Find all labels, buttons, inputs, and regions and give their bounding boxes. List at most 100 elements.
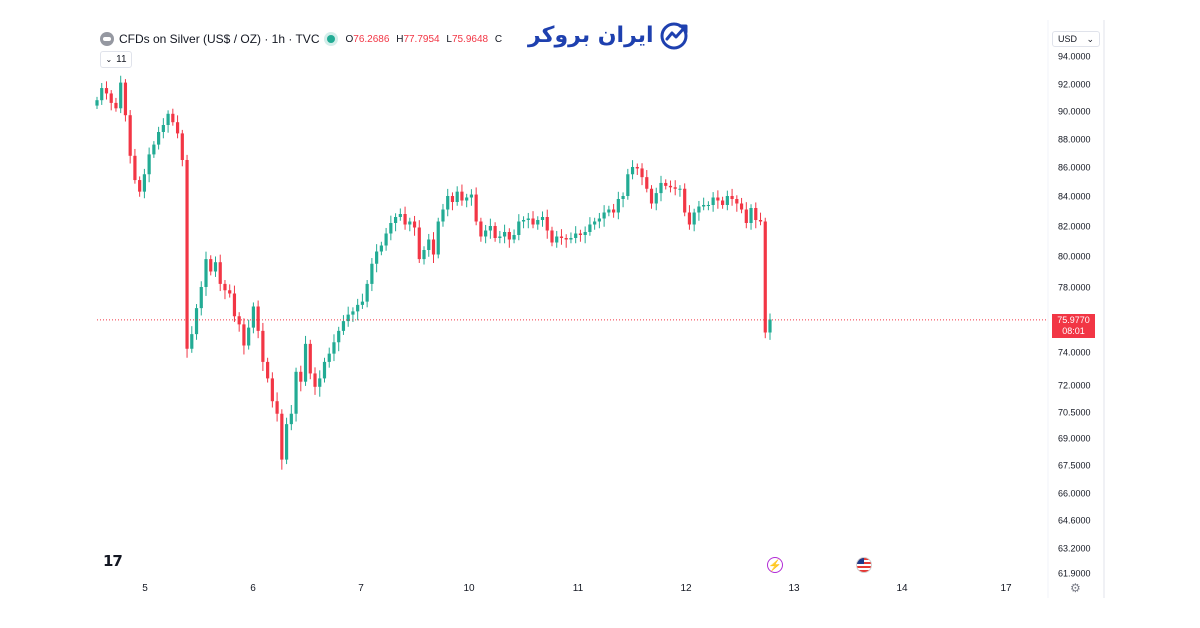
candle-body	[484, 230, 488, 237]
candle-body	[569, 238, 573, 240]
candle-body	[702, 205, 706, 207]
candle-body	[716, 197, 720, 201]
low-value: 75.9648	[451, 33, 489, 45]
market-status-icon[interactable]	[327, 35, 336, 43]
candle-body	[289, 413, 293, 425]
candle-body	[270, 378, 274, 402]
tradingview-logo[interactable]: 17	[103, 552, 123, 570]
candle-body	[318, 378, 322, 387]
candle-body	[441, 209, 445, 222]
candle-body	[721, 200, 725, 205]
candle-body	[621, 196, 625, 199]
candle-body	[294, 371, 298, 414]
candle-body	[242, 324, 246, 346]
candle-body	[114, 102, 118, 109]
candle-body	[725, 196, 729, 205]
candle-body	[697, 206, 701, 213]
candle-body	[465, 197, 469, 201]
candle-body	[763, 221, 767, 333]
x-tick-label: 13	[788, 583, 800, 594]
candle-body	[574, 233, 578, 238]
candle-body	[346, 314, 350, 322]
last-price-value: 75.9770	[1057, 315, 1090, 325]
y-tick-label: 72.0000	[1058, 381, 1091, 391]
candle-body	[668, 185, 673, 188]
candle-body	[303, 343, 308, 382]
x-tick-label: 6	[250, 583, 256, 594]
indicators-toggle-button[interactable]: ⌄ 11	[100, 51, 132, 68]
currency-select[interactable]: USD ⌄	[1052, 31, 1100, 47]
candle-body	[308, 343, 312, 374]
candle-body	[427, 239, 431, 250]
low-key: L	[446, 33, 452, 45]
candle-body	[109, 93, 113, 103]
candle-body	[711, 197, 715, 205]
x-tick-label: 5	[142, 583, 148, 594]
y-tick-label: 78.0000	[1058, 283, 1091, 293]
y-tick-label: 92.0000	[1058, 80, 1091, 90]
symbol-title[interactable]: CFDs on Silver (US$ / OZ) · 1h · TVC	[119, 32, 320, 46]
candle-body	[616, 199, 620, 213]
candle-body	[209, 259, 213, 272]
candle-body	[322, 361, 327, 379]
candle-body	[455, 191, 459, 202]
chevron-down-icon: ⌄	[105, 55, 113, 64]
candle-body	[95, 100, 99, 106]
candle-body	[502, 232, 507, 237]
y-tick-label: 94.0000	[1058, 52, 1091, 62]
candle-body	[337, 330, 341, 343]
candle-body	[758, 220, 763, 222]
candle-body	[664, 182, 668, 186]
economic-event-icon[interactable]: ⚡	[767, 557, 783, 573]
candle-body	[266, 361, 270, 379]
candle-body	[493, 226, 497, 238]
candle-body	[403, 214, 407, 225]
candle-body	[104, 88, 109, 94]
candle-body	[469, 194, 474, 198]
candle-body	[341, 321, 346, 331]
candle-body	[152, 144, 156, 155]
candle-body	[526, 218, 530, 220]
candle-body	[521, 220, 526, 222]
candle-body	[256, 306, 260, 331]
y-tick-label: 67.5000	[1058, 461, 1091, 471]
candle-body	[611, 209, 616, 213]
y-tick-label: 80.0000	[1058, 252, 1091, 262]
candle-body	[237, 316, 241, 325]
candle-body	[498, 236, 502, 238]
candle-body	[332, 342, 336, 354]
us-flag-icon[interactable]	[856, 557, 872, 573]
candle-body	[754, 208, 758, 220]
high-key: H	[396, 33, 404, 45]
candle-body	[645, 177, 649, 189]
candle-body	[175, 122, 180, 134]
candle-body	[356, 304, 360, 312]
candle-body	[450, 196, 455, 202]
candle-body	[488, 226, 492, 231]
chart-header: CFDs on Silver (US$ / OZ) · 1h · TVC O76…	[100, 30, 502, 48]
candle-body	[218, 262, 222, 284]
candle-body	[735, 199, 739, 204]
candle-body	[607, 209, 611, 213]
candle-body	[744, 209, 748, 223]
candle-body	[171, 113, 175, 123]
y-tick-label: 84.0000	[1058, 192, 1091, 202]
candle-body	[559, 236, 564, 238]
chevron-down-icon: ⌄	[1086, 33, 1094, 44]
open-value: 76.2686	[353, 33, 390, 45]
candle-body	[507, 232, 511, 240]
candle-body	[384, 233, 388, 246]
gear-icon[interactable]: ⚙	[1070, 581, 1081, 595]
candle-body	[223, 283, 227, 291]
candle-body	[299, 371, 303, 382]
y-tick-label: 70.5000	[1058, 408, 1091, 418]
candle-body	[351, 311, 355, 315]
candle-body	[251, 306, 256, 328]
candle-body	[138, 180, 142, 192]
candle-body	[517, 221, 521, 235]
candle-body	[190, 334, 194, 349]
candle-body	[474, 194, 478, 222]
candle-body	[417, 227, 421, 260]
candle-body	[739, 203, 744, 210]
